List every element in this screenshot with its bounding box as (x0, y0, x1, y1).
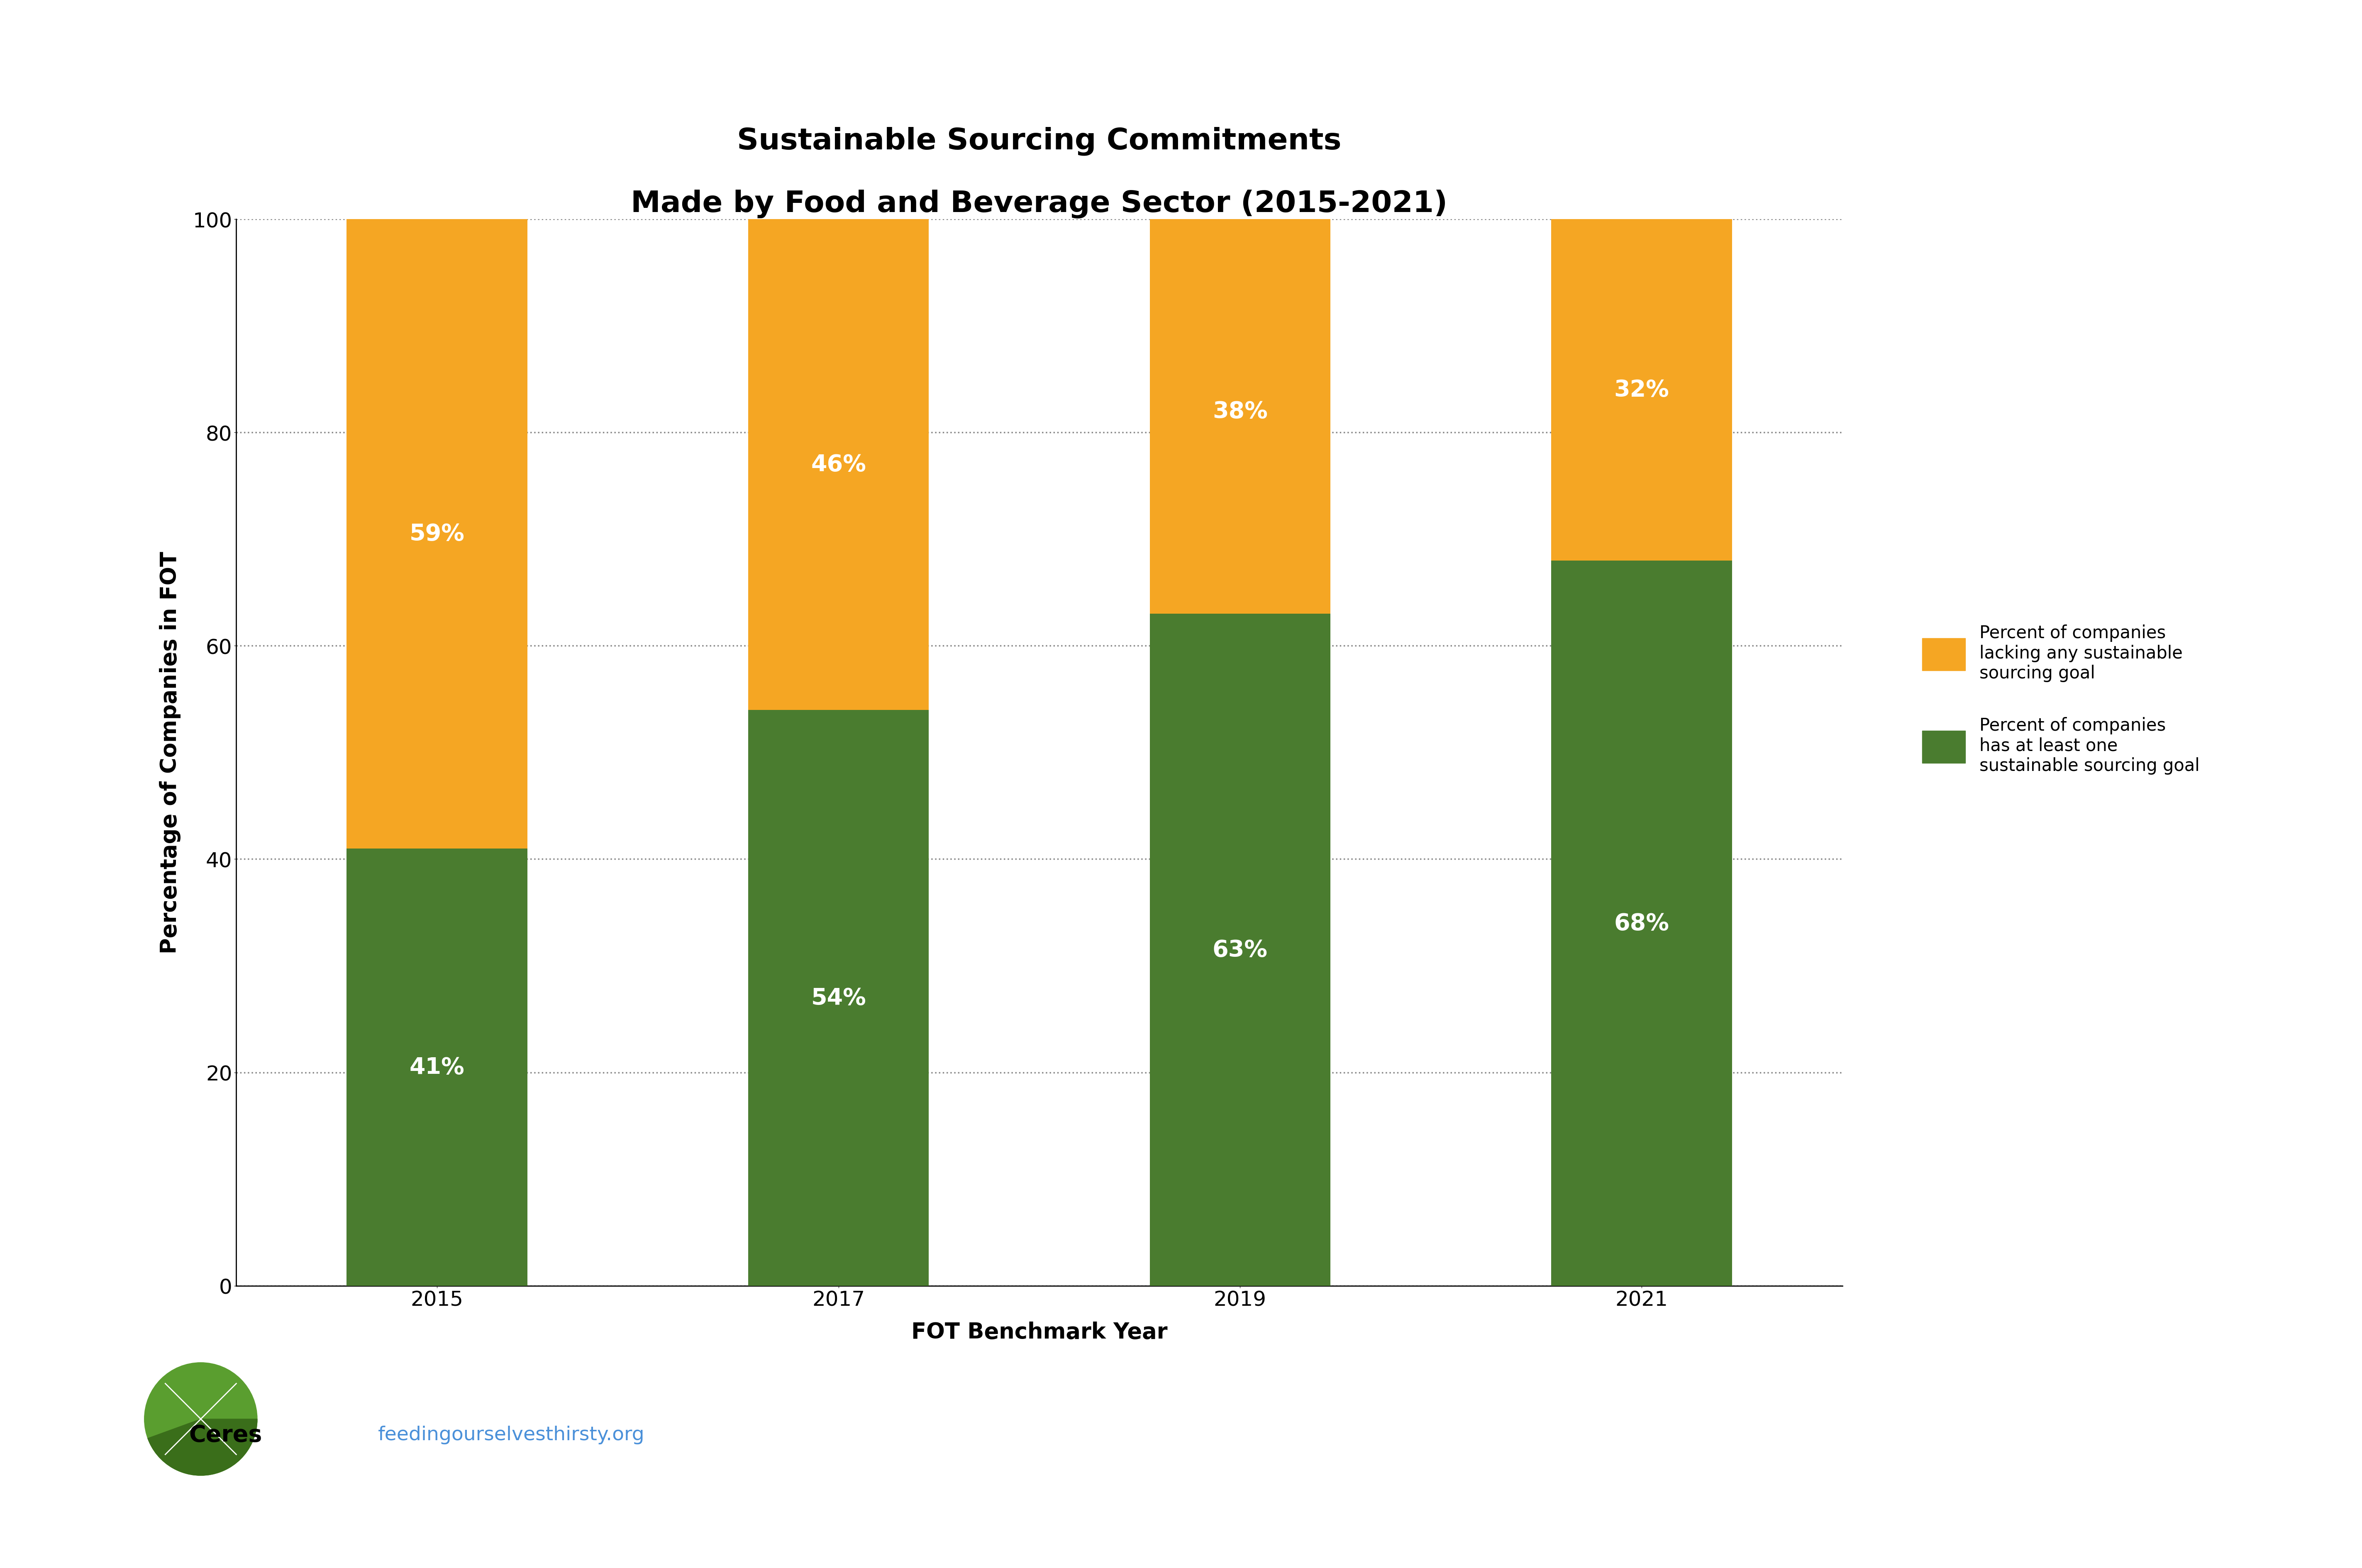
Text: 46%: 46% (810, 453, 867, 477)
Text: 63%: 63% (1212, 939, 1268, 961)
Text: Made by Food and Beverage Sector (2015-2021): Made by Food and Beverage Sector (2015-2… (631, 190, 1448, 218)
Text: 54%: 54% (810, 986, 867, 1010)
Y-axis label: Percentage of Companies in FOT: Percentage of Companies in FOT (161, 552, 182, 953)
Circle shape (144, 1363, 257, 1475)
Bar (749, 220, 928, 710)
Bar (347, 220, 527, 848)
Bar (1150, 209, 1330, 615)
Legend: Percent of companies
lacking any sustainable
sourcing goal, Percent of companies: Percent of companies lacking any sustain… (1916, 618, 2206, 781)
Wedge shape (149, 1419, 257, 1475)
Bar (749, 710, 928, 1286)
Text: 68%: 68% (1613, 913, 1670, 935)
Bar (347, 848, 527, 1286)
Text: feedingourselvesthirsty.org: feedingourselvesthirsty.org (378, 1425, 645, 1444)
Text: 32%: 32% (1613, 379, 1670, 401)
X-axis label: FOT Benchmark Year: FOT Benchmark Year (912, 1322, 1167, 1342)
Text: Sustainable Sourcing Commitments: Sustainable Sourcing Commitments (737, 127, 1342, 155)
Text: 59%: 59% (409, 522, 465, 546)
Bar (1552, 561, 1731, 1286)
Bar (1150, 615, 1330, 1286)
Text: Ceres: Ceres (189, 1424, 262, 1446)
Bar (1552, 220, 1731, 561)
Text: 38%: 38% (1212, 400, 1268, 423)
Text: 41%: 41% (409, 1055, 465, 1079)
